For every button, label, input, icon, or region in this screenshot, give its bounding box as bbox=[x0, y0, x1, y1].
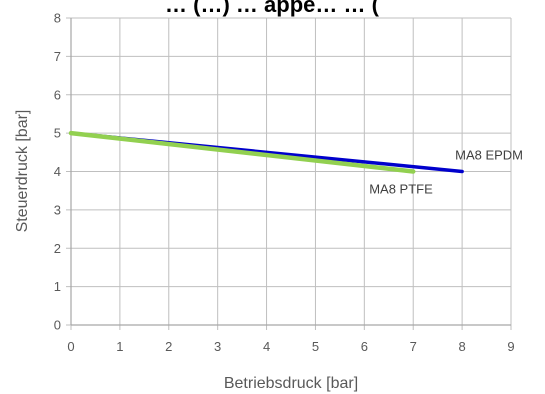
x-tick-label: 3 bbox=[214, 339, 221, 354]
x-tick-label: 2 bbox=[165, 339, 172, 354]
data-label-ma8-ptfe: MA8 PTFE bbox=[369, 182, 433, 197]
data-labels: MA8 EPDM MA8 PTFE bbox=[369, 148, 523, 197]
x-tick-label: 7 bbox=[410, 339, 417, 354]
y-tick-label: 5 bbox=[54, 126, 61, 141]
y-tick-label: 3 bbox=[54, 202, 61, 217]
series-line-ptfe bbox=[68, 130, 416, 174]
series-layer bbox=[68, 130, 464, 174]
y-tick-label: 2 bbox=[54, 241, 61, 256]
x-tick-label: 4 bbox=[263, 339, 270, 354]
chart-title: … (…) … appe… … ( bbox=[165, 0, 380, 17]
x-tick-label: 6 bbox=[361, 339, 368, 354]
grid bbox=[66, 17, 512, 330]
x-axis-title: Betriebsdruck [bar] bbox=[224, 375, 358, 392]
x-tick-label: 1 bbox=[116, 339, 123, 354]
y-tick-label: 7 bbox=[54, 49, 61, 64]
x-tick-label: 0 bbox=[67, 339, 74, 354]
y-axis-title: Steuerdruck [bar] bbox=[14, 110, 31, 233]
x-tick-label: 9 bbox=[507, 339, 514, 354]
tick-labels: 0 1 2 3 4 5 6 7 8 9 0 1 2 3 4 5 6 7 8 bbox=[54, 11, 515, 355]
y-tick-label: 4 bbox=[54, 164, 61, 179]
x-tick-label: 5 bbox=[312, 339, 319, 354]
y-tick-label: 6 bbox=[54, 87, 61, 102]
x-tick-label: 8 bbox=[458, 339, 465, 354]
y-tick-label: 8 bbox=[54, 11, 61, 26]
y-tick-label: 0 bbox=[54, 318, 61, 333]
data-label-ma8-epdm: MA8 EPDM bbox=[455, 148, 523, 163]
y-tick-label: 1 bbox=[54, 279, 61, 294]
